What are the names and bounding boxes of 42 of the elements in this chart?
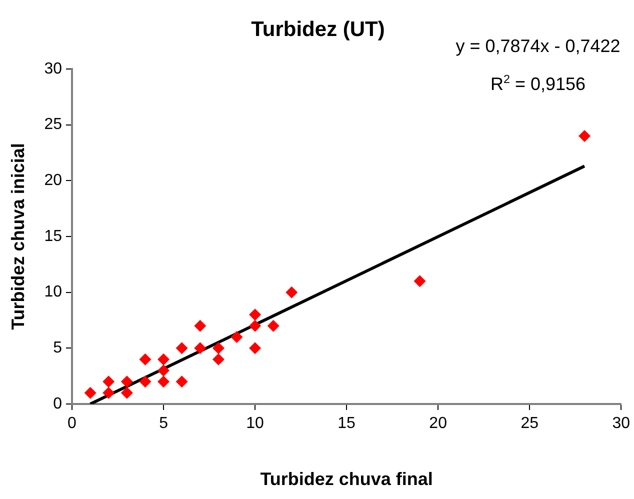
point [194,320,206,332]
point [158,353,170,366]
point [286,286,298,298]
x-tick-label: 15 [338,415,356,432]
point [102,386,115,399]
y-tick-label: 15 [44,228,62,245]
x-tick-label: 10 [246,415,264,432]
text: y = 0,7874x - 0,7422 [456,36,620,56]
x-axis-title: Turbidez chuva final [260,469,433,490]
point [120,386,133,399]
point [212,353,224,366]
chart-title: Turbidez (UT) [251,18,385,41]
point [578,130,590,142]
point [267,320,280,332]
point [194,342,206,354]
x-tick-label: 30 [612,415,630,432]
y-tick-label: 25 [44,116,62,134]
point [212,342,224,354]
point [120,376,133,388]
point [414,275,426,288]
y-tick-label: 5 [53,340,62,357]
point [158,364,170,376]
point [176,342,188,354]
point [84,386,96,399]
point [249,308,262,321]
x-tick-label: 5 [159,415,168,432]
x-tick-label: 0 [68,415,77,432]
y-tick-label: 0 [53,395,62,412]
x-tick-label: 25 [520,415,539,432]
y-axis-title: Turbidez chuva inicial [8,143,28,330]
y-tick-label: 10 [44,284,62,301]
point [158,376,170,388]
point [249,342,262,354]
point [249,320,262,332]
point [102,376,115,388]
point [230,331,243,343]
point [176,376,188,388]
y-tick-label: 20 [44,172,62,190]
point [139,353,152,366]
y-tick-label: 30 [44,60,62,78]
point [139,376,152,388]
x-tick-label: 20 [429,415,448,432]
